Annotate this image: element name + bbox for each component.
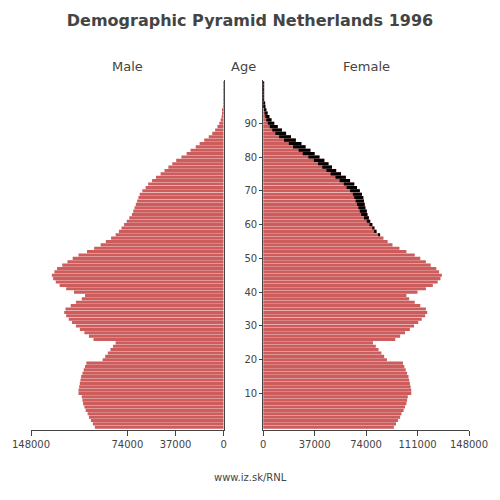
svg-text:30: 30 (244, 320, 257, 331)
svg-text:74000: 74000 (350, 439, 382, 450)
svg-text:148000: 148000 (450, 439, 488, 450)
svg-text:80: 80 (244, 152, 257, 163)
svg-text:37000: 37000 (160, 439, 192, 450)
svg-text:37000: 37000 (299, 439, 331, 450)
svg-text:www.iz.sk/RNL: www.iz.sk/RNL (214, 472, 287, 483)
svg-text:20: 20 (244, 354, 257, 365)
svg-text:0: 0 (221, 439, 227, 450)
svg-text:111000: 111000 (398, 439, 436, 450)
svg-text:74000: 74000 (111, 439, 143, 450)
svg-text:148000: 148000 (12, 439, 50, 450)
svg-text:90: 90 (244, 118, 257, 129)
svg-text:60: 60 (244, 219, 257, 230)
svg-text:70: 70 (244, 185, 257, 196)
svg-text:Age: Age (231, 59, 256, 74)
svg-text:40: 40 (244, 287, 257, 298)
svg-text:0: 0 (260, 439, 266, 450)
svg-text:Female: Female (343, 59, 390, 74)
svg-text:Male: Male (112, 59, 143, 74)
svg-text:10: 10 (244, 388, 257, 399)
svg-text:50: 50 (244, 253, 257, 264)
svg-text:Demographic Pyramid Netherland: Demographic Pyramid Netherlands 1996 (67, 11, 433, 30)
